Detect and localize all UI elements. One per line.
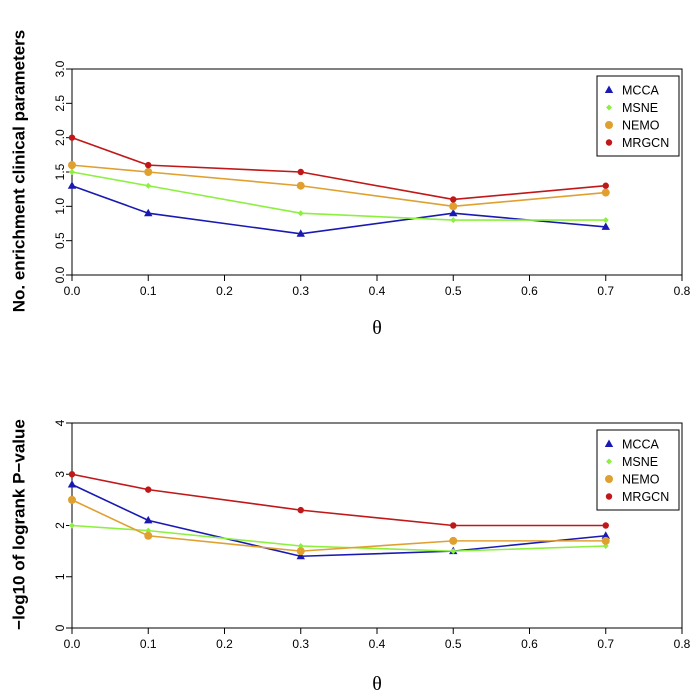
point-nemo [144, 531, 153, 540]
point-mcca [601, 531, 610, 539]
x-tick-label: 0.3 [292, 637, 309, 651]
point-mrgcn [602, 522, 609, 529]
legend: MCCA MSNE NEMO MRGCN [596, 75, 680, 157]
chart-enrichment: 0.0 0.1 0.2 0.3 0.4 0.5 0.6 0.7 0.8 0.0 0.5 1.0 1.5 2… [10, 30, 691, 339]
point-msne [450, 217, 457, 224]
y-tick-label: 3 [53, 471, 67, 478]
x-tick-label: 0.2 [216, 284, 233, 298]
point-msne [450, 548, 457, 555]
x-tick-label: 0.5 [445, 284, 462, 298]
y-tick-label: 1 [53, 573, 67, 580]
point-mcca [449, 208, 458, 217]
legend-label-mcca: MCCA [622, 438, 659, 452]
series-line-msne [71, 524, 606, 552]
y-tick-label: 2.5 [53, 95, 67, 112]
x-tick-label: 0.8 [674, 637, 691, 651]
legend-marker-mcca [604, 85, 614, 93]
legend-marker-mcca [604, 439, 614, 447]
y-tick-label: 0 [53, 624, 67, 631]
point-mcca [67, 480, 77, 488]
legend-label-nemo: NEMO [622, 473, 660, 487]
point-mcca [144, 515, 153, 524]
y-tick-label: 1.0 [53, 198, 67, 215]
point-mrgcn [145, 486, 152, 493]
point-mrgcn [297, 168, 304, 176]
legend-marker-mrgcn [605, 139, 613, 146]
y-tick-label: 0.0 [53, 266, 67, 283]
legend-label-mrgcn: MRGCN [622, 136, 669, 150]
x-tick-label: 0.0 [64, 637, 81, 651]
legend: MCCA MSNE NEMO MRGCN [596, 429, 680, 511]
point-nemo [601, 536, 610, 545]
x-tick-label: 0.6 [521, 284, 538, 298]
x-tick-label: 0.3 [292, 284, 309, 298]
point-mrgcn [450, 522, 457, 529]
series-line-mcca [71, 483, 606, 558]
x-tick-label: 0.8 [674, 284, 691, 298]
legend-marker-nemo [605, 475, 613, 483]
point-msne [145, 182, 152, 189]
x-tick-label: 0.7 [597, 637, 614, 651]
x-tick-label: 0.2 [216, 637, 233, 651]
legend-label-mcca: MCCA [622, 84, 659, 98]
y-axis-title: −log10 of logrank P−value [10, 419, 29, 630]
legend-label-msne: MSNE [622, 455, 658, 469]
point-nemo [68, 495, 76, 504]
y-tick-label: 4 [53, 419, 67, 426]
y-tick-label: 0.5 [53, 232, 67, 249]
point-msne [602, 217, 609, 224]
legend-marker-msne [606, 104, 612, 111]
y-tick-label: 2.0 [53, 129, 67, 146]
x-tick-label: 0.0 [64, 284, 81, 298]
legend-label-msne: MSNE [622, 101, 658, 115]
point-mcca [296, 551, 305, 560]
point-mrgcn [68, 471, 76, 478]
point-msne [69, 522, 75, 529]
legend-label-mrgcn: MRGCN [622, 490, 669, 504]
y-tick-label: 3.0 [53, 60, 67, 77]
legend-marker-mrgcn [605, 493, 613, 500]
x-tick-label: 0.4 [369, 637, 386, 651]
y-tick-label: 2 [53, 522, 67, 529]
point-mcca [601, 222, 610, 230]
x-axis-title: θ [372, 673, 382, 695]
x-axis-title: θ [372, 317, 382, 339]
x-tick-label: 0.7 [597, 284, 614, 298]
x-tick-label: 0.1 [140, 637, 157, 651]
point-mcca [67, 181, 77, 189]
point-mrgcn [68, 134, 76, 141]
point-msne [69, 169, 75, 175]
chart-logrank: 0.0 0.1 0.2 0.3 0.4 0.5 0.6 0.7 0.8 0 1 2 3 4 θ −log10 … [10, 419, 691, 695]
x-tick-label: 0.4 [369, 284, 386, 298]
y-axis-title: No. enrichment clinical parameters [10, 30, 29, 313]
point-nemo [68, 161, 76, 170]
point-nemo [296, 181, 305, 190]
legend-marker-nemo [605, 121, 613, 129]
legend-label-nemo: NEMO [622, 119, 660, 133]
plot-frame [71, 68, 683, 276]
point-mrgcn [602, 182, 609, 189]
point-mrgcn [297, 506, 304, 514]
point-mcca [144, 208, 153, 217]
x-tick-label: 0.5 [445, 637, 462, 651]
point-mrgcn [450, 196, 457, 203]
point-nemo [144, 168, 153, 176]
point-nemo [449, 202, 458, 211]
series-line-mrgcn [71, 473, 606, 527]
point-nemo [449, 536, 458, 545]
x-tick-label: 0.1 [140, 284, 157, 298]
point-nemo [601, 188, 610, 197]
point-nemo [296, 547, 305, 556]
point-msne [297, 210, 304, 217]
point-mcca [296, 229, 305, 237]
point-mrgcn [145, 161, 152, 169]
legend-marker-msne [606, 458, 612, 465]
x-tick-label: 0.6 [521, 637, 538, 651]
y-tick-label: 1.5 [53, 163, 67, 180]
